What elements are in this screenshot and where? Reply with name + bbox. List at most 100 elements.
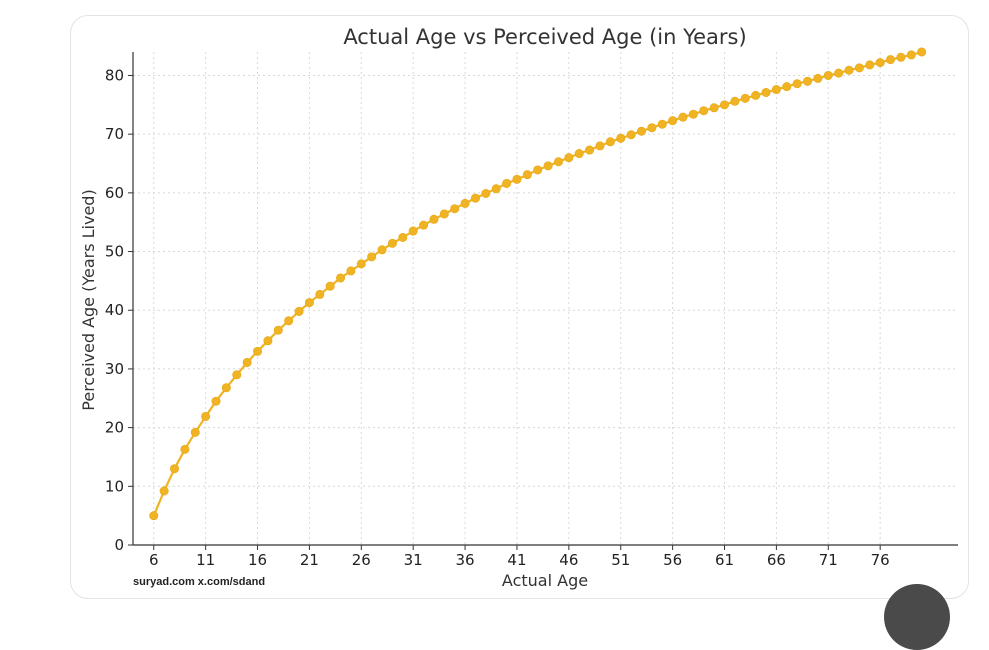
- data-point: [221, 383, 231, 393]
- data-point: [709, 103, 719, 113]
- y-axis-label: Perceived Age (Years Lived): [79, 189, 98, 410]
- data-point: [792, 79, 802, 89]
- data-point: [616, 133, 626, 143]
- data-point: [356, 259, 366, 269]
- data-point: [346, 266, 356, 276]
- x-tick-label: 71: [819, 551, 838, 569]
- data-point: [595, 141, 605, 151]
- data-point: [512, 174, 522, 184]
- y-tick-label: 20: [105, 419, 124, 437]
- data-point: [170, 464, 180, 474]
- data-point: [875, 58, 885, 68]
- x-tick-label: 51: [611, 551, 630, 569]
- data-point: [771, 85, 781, 95]
- data-point: [605, 137, 615, 147]
- data-point: [190, 427, 200, 437]
- data-point: [626, 130, 636, 140]
- x-tick-label: 26: [352, 551, 371, 569]
- data-point: [159, 486, 169, 496]
- y-tick-label: 80: [105, 66, 124, 84]
- data-point: [803, 76, 813, 86]
- data-point: [917, 47, 927, 57]
- data-point: [470, 193, 480, 203]
- data-point: [844, 65, 854, 75]
- data-point: [387, 238, 397, 248]
- watermark-text: suryad.com x.com/sdand: [133, 576, 265, 588]
- x-tick-label: 66: [767, 551, 786, 569]
- y-tick-label: 40: [105, 301, 124, 319]
- data-point: [668, 116, 678, 126]
- axes: [132, 52, 958, 546]
- data-point: [751, 90, 761, 100]
- data-point: [439, 209, 449, 219]
- data-point: [865, 60, 875, 70]
- data-point: [398, 232, 408, 242]
- y-tick-label: 10: [105, 477, 124, 495]
- data-point: [688, 109, 698, 119]
- data-point: [180, 444, 190, 454]
- chart-card: [70, 15, 969, 599]
- data-point: [740, 93, 750, 103]
- data-point: [491, 184, 501, 194]
- data-point: [585, 145, 595, 155]
- x-ticks: 6 11 16 21 26 31 36 41 46 51 56 61 66 71 76: [149, 545, 890, 569]
- data-point: [854, 63, 864, 73]
- data-point: [761, 87, 771, 97]
- data-point: [657, 119, 667, 129]
- x-tick-label: 6: [149, 551, 159, 569]
- grid-lines: [133, 52, 958, 546]
- y-tick-label: 70: [105, 125, 124, 143]
- x-tick-label: 76: [871, 551, 890, 569]
- data-point: [678, 112, 688, 122]
- data-point: [408, 226, 418, 236]
- x-tick-label: 21: [300, 551, 319, 569]
- data-point: [201, 411, 211, 421]
- data-point: [730, 96, 740, 106]
- data-point: [699, 106, 709, 116]
- data-point: [377, 245, 387, 255]
- data-point: [253, 346, 263, 356]
- data-point: [149, 511, 159, 521]
- data-point: [460, 198, 470, 208]
- data-point: [325, 281, 335, 291]
- data-point: [720, 100, 730, 110]
- series: [149, 47, 927, 521]
- data-point: [823, 70, 833, 80]
- data-point: [336, 273, 346, 283]
- data-point: [232, 370, 242, 380]
- x-tick-label: 36: [456, 551, 475, 569]
- data-point: [315, 289, 325, 299]
- x-tick-label: 16: [248, 551, 267, 569]
- x-tick-label: 31: [404, 551, 423, 569]
- data-point: [782, 82, 792, 92]
- x-axis-label: Actual Age: [502, 571, 588, 590]
- data-point: [543, 161, 553, 171]
- chart-title: Actual Age vs Perceived Age (in Years): [343, 25, 746, 49]
- data-point: [533, 165, 543, 175]
- data-point: [419, 220, 429, 230]
- series-line: [152, 50, 922, 517]
- y-tick-label: 60: [105, 184, 124, 202]
- data-point: [906, 50, 916, 60]
- data-point: [450, 204, 460, 214]
- data-point: [886, 55, 896, 65]
- data-point: [502, 178, 512, 188]
- data-point: [294, 306, 304, 316]
- corner-overlay: [884, 584, 950, 650]
- data-point: [574, 149, 584, 159]
- data-point: [647, 123, 657, 133]
- data-point: [304, 298, 314, 308]
- data-point: [429, 214, 439, 224]
- data-point: [834, 68, 844, 78]
- data-point: [263, 336, 273, 346]
- data-point: [481, 188, 491, 198]
- data-point: [284, 316, 294, 326]
- data-point: [211, 396, 221, 406]
- x-tick-label: 11: [196, 551, 215, 569]
- data-point: [273, 325, 283, 335]
- data-point: [553, 157, 563, 167]
- y-tick-label: 30: [105, 360, 124, 378]
- y-tick-label: 0: [114, 536, 124, 554]
- data-point: [636, 126, 646, 136]
